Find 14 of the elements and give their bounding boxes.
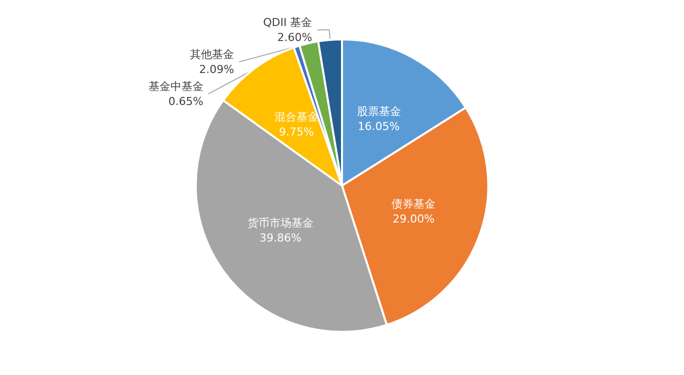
slice-label: 基金中基金 (148, 80, 204, 93)
data-label: 2.09% (199, 62, 234, 76)
slice-label: 债券基金 (392, 198, 436, 211)
data-label: 16.05% (358, 120, 400, 133)
data-label: 0.65% (168, 94, 204, 108)
data-label: 9.75% (278, 126, 314, 139)
slice-label: 货币市场基金 (247, 216, 314, 230)
slice-label: 混合基金 (274, 110, 318, 124)
slice-label: QDII 基金 (263, 16, 312, 29)
data-label: 39.86% (259, 231, 302, 244)
slice-label: 股票基金 (356, 104, 401, 118)
data-label: 2.60% (277, 30, 312, 44)
slice-label: 其他基金 (190, 48, 234, 61)
data-label: 29.00% (392, 212, 435, 226)
